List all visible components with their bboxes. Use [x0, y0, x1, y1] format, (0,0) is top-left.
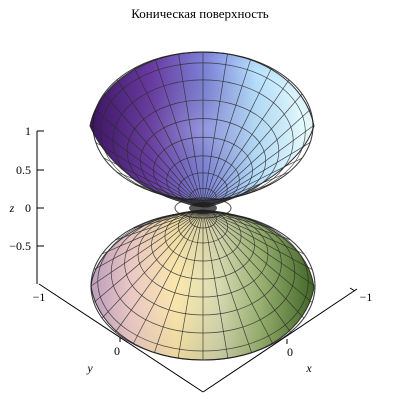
upper-radial-gridline	[202, 59, 252, 208]
upper-radial-gridline	[202, 109, 311, 208]
z-tick-label: −0.5	[9, 239, 31, 253]
surface-layer	[89, 51, 316, 361]
upper-ring-gridline	[112, 79, 294, 202]
lower-radial-gridline	[202, 209, 229, 359]
upper-radial-gridline	[116, 79, 204, 208]
chart-title: Коническая поверхность	[131, 6, 269, 21]
lower-radial-gridline	[101, 209, 204, 255]
upper-radial-gridline	[92, 125, 204, 208]
x-tick-label: 0	[287, 345, 293, 359]
lower-radial-gridline	[202, 209, 313, 270]
x-tick	[349, 287, 356, 292]
lower-radial-gridline	[202, 209, 305, 255]
lower-radial-gridline	[115, 209, 204, 241]
labels-layer: 1 0.5 0 −0.5 z −1 0 y 0 −1 x	[9, 124, 373, 375]
lower-radial-gridline	[202, 209, 305, 319]
upper-radial-gridline	[134, 67, 204, 208]
upper-radial-gridline	[154, 59, 204, 208]
lower-radial-gridline	[93, 209, 204, 270]
lower-radial-gridline	[202, 209, 316, 287]
upper-radial-gridline	[202, 67, 272, 208]
upper-cone-shade	[90, 52, 314, 207]
upper-rim	[92, 51, 314, 201]
axes-layer	[36, 130, 358, 393]
upper-radial-gridline	[202, 125, 314, 208]
upper-radial-gridline	[95, 142, 204, 208]
lower-radial-gridline	[154, 209, 204, 353]
lower-radial-gridline	[115, 209, 204, 333]
lower-radial-gridline	[93, 209, 204, 303]
lower-radial-gridline	[202, 209, 291, 333]
upper-radial-gridline	[202, 93, 303, 208]
z-axis-label: z	[9, 201, 15, 215]
upper-radial-gridline	[202, 53, 228, 208]
cone-neck-ring	[174, 197, 232, 219]
lower-radial-gridline	[132, 209, 204, 345]
upper-radial-gridline	[95, 109, 204, 208]
y-axis-label: y	[86, 361, 93, 375]
cone-vertex	[189, 202, 217, 214]
lower-radial-gridline	[202, 209, 252, 353]
upper-radial-gridline	[202, 79, 290, 208]
y-tick-label: −1	[33, 290, 46, 304]
z-tick-label: 0.5	[16, 163, 31, 177]
lower-rim	[90, 211, 316, 361]
upper-radial-gridline	[202, 142, 311, 208]
lower-radial-gridline	[177, 209, 204, 359]
lower-radial-gridline	[202, 209, 291, 241]
y-axis-line	[38, 283, 204, 393]
lower-radial-gridline	[90, 209, 204, 287]
lower-radial-gridline	[202, 209, 313, 303]
lower-radial-gridline	[101, 209, 204, 319]
y-tick-label: 0	[114, 344, 120, 358]
upper-radial-gridline	[178, 53, 204, 208]
upper-radial-gridline	[103, 93, 204, 208]
z-tick-label: 0	[25, 201, 31, 215]
lower-radial-gridline	[202, 209, 274, 345]
x-axis-label: x	[305, 361, 312, 375]
z-tick-label: 1	[25, 124, 31, 138]
x-axis-line	[202, 288, 358, 393]
x-tick-label: −1	[360, 290, 373, 304]
